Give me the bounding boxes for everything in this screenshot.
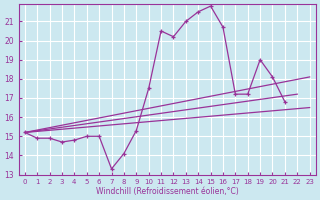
X-axis label: Windchill (Refroidissement éolien,°C): Windchill (Refroidissement éolien,°C) — [96, 187, 239, 196]
